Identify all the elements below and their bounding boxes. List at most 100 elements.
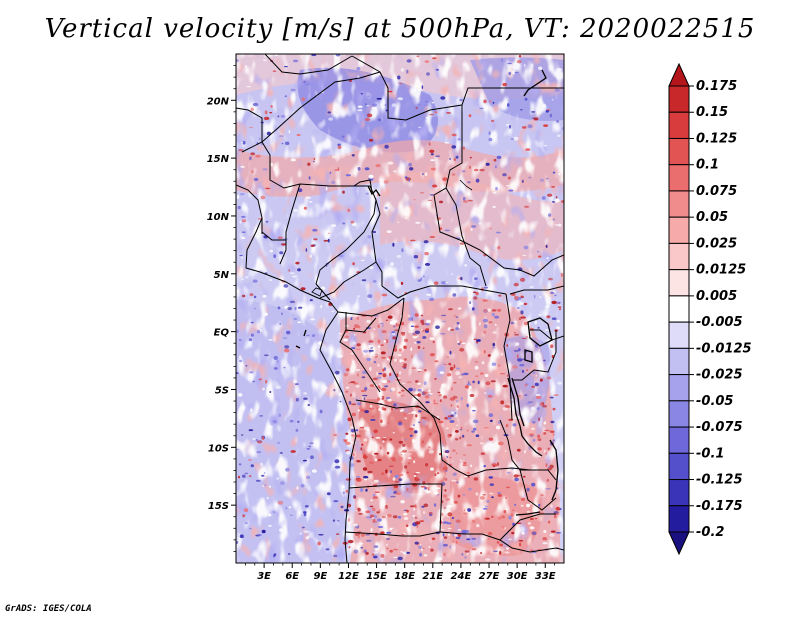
convective-cell	[250, 464, 254, 468]
convective-cell	[374, 491, 380, 494]
colorbar-segment	[668, 111, 690, 139]
convective-cell	[431, 184, 438, 188]
convective-cell	[498, 294, 502, 297]
convective-cell	[546, 478, 550, 482]
convective-cell	[389, 438, 393, 441]
convective-cell	[422, 347, 425, 350]
convective-cell	[241, 231, 246, 233]
convective-cell	[417, 388, 422, 392]
convective-cell	[521, 531, 525, 535]
convective-cell	[494, 323, 497, 326]
convective-cell	[547, 193, 553, 197]
convective-cell	[442, 543, 448, 547]
convective-cell	[531, 531, 537, 536]
convective-cell	[242, 474, 246, 478]
convective-cell	[452, 449, 456, 452]
convective-cell	[356, 295, 360, 297]
convective-cell	[469, 156, 472, 159]
convective-cell	[419, 552, 422, 557]
convective-cell	[303, 80, 306, 83]
colorbar-label: -0.125	[696, 473, 743, 488]
convective-cell	[521, 369, 525, 373]
y-tick-label: 10S	[208, 443, 229, 454]
convective-cell	[373, 429, 379, 434]
convective-cell	[514, 503, 517, 506]
convective-cell	[462, 170, 466, 173]
convective-cell	[395, 323, 398, 327]
convective-cell	[466, 538, 471, 541]
convective-cell	[532, 370, 536, 375]
convective-cell	[472, 380, 475, 384]
convective-cell	[380, 344, 385, 346]
convective-cell	[378, 118, 381, 122]
convective-cell	[368, 349, 374, 352]
convective-cell	[451, 387, 453, 391]
colorbar-segment	[668, 85, 690, 113]
convective-cell	[430, 159, 435, 162]
convective-cell	[377, 339, 381, 344]
convective-cell	[251, 170, 254, 174]
convective-cell	[296, 134, 301, 136]
convective-cell	[240, 405, 246, 410]
convective-cell	[356, 316, 359, 321]
convective-cell	[376, 376, 382, 379]
convective-cell	[400, 452, 406, 455]
x-tick-label: 30E	[507, 571, 528, 582]
convective-cell	[424, 60, 430, 63]
convective-cell	[280, 114, 286, 118]
convective-cell	[443, 507, 447, 509]
convective-cell	[372, 231, 377, 233]
convective-cell	[382, 368, 385, 372]
convective-cell	[555, 532, 562, 534]
convective-cell	[279, 135, 284, 137]
convective-cell	[255, 154, 261, 158]
convective-cell	[345, 386, 350, 389]
convective-cell	[289, 419, 294, 423]
convective-cell	[497, 308, 502, 312]
convective-cell	[394, 474, 399, 479]
convective-cell	[424, 323, 430, 326]
convective-cell	[363, 549, 367, 553]
convective-cell	[256, 329, 261, 334]
convective-cell	[391, 331, 396, 334]
convective-cell	[353, 523, 359, 527]
convective-cell	[258, 137, 261, 140]
convective-cell	[292, 59, 299, 63]
convective-cell	[444, 477, 448, 481]
convective-cell	[337, 167, 340, 171]
convective-cell	[339, 400, 342, 403]
convective-cell	[428, 142, 431, 146]
convective-cell	[357, 167, 361, 171]
convective-cell	[323, 239, 329, 242]
convective-cell	[483, 349, 486, 354]
convective-cell	[443, 363, 448, 365]
convective-cell	[380, 351, 386, 355]
convective-cell	[524, 97, 528, 101]
convective-cell	[319, 409, 323, 414]
convective-cell	[245, 365, 248, 367]
convective-cell	[556, 319, 560, 323]
convective-cell	[526, 510, 531, 513]
convective-cell	[398, 440, 404, 444]
convective-cell	[429, 149, 435, 153]
convective-cell	[401, 68, 404, 72]
convective-cell	[527, 522, 532, 525]
convective-cell	[356, 460, 361, 463]
convective-cell	[453, 413, 458, 418]
convective-cell	[455, 536, 461, 540]
convective-cell	[307, 535, 310, 538]
convective-cell	[528, 401, 534, 403]
convective-cell	[356, 343, 361, 347]
convective-cell	[371, 517, 375, 519]
colorbar-label: -0.075	[696, 420, 743, 435]
convective-cell	[484, 391, 487, 395]
convective-cell	[360, 259, 365, 262]
convective-cell	[381, 356, 386, 359]
convective-cell	[520, 109, 523, 111]
convective-cell	[466, 471, 470, 474]
convective-cell	[455, 424, 459, 426]
convective-cell	[428, 449, 434, 454]
convective-cell	[401, 248, 404, 253]
convective-cell	[495, 231, 501, 234]
convective-cell	[338, 332, 343, 335]
